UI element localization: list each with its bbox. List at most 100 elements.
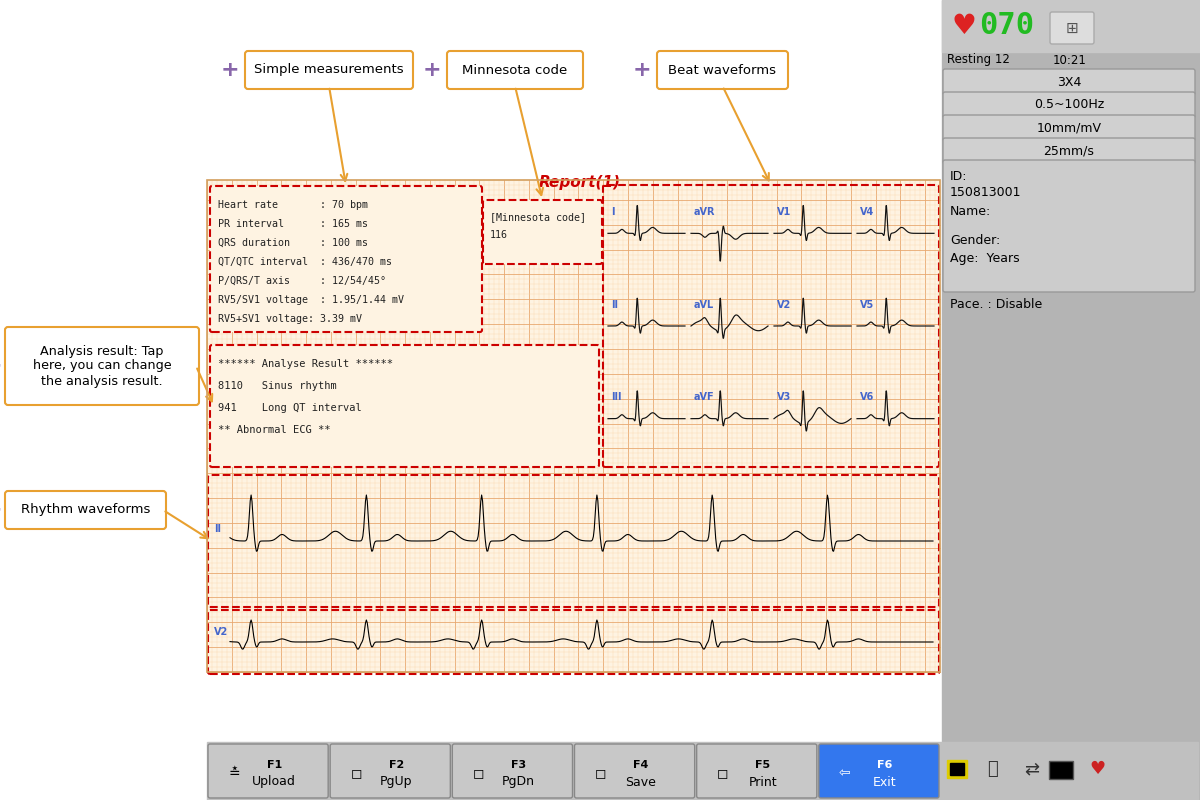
Text: ≛: ≛ <box>228 766 240 780</box>
Text: 3X4: 3X4 <box>1057 75 1081 89</box>
Bar <box>208 180 940 672</box>
FancyBboxPatch shape <box>1050 12 1094 44</box>
FancyBboxPatch shape <box>5 491 166 529</box>
FancyBboxPatch shape <box>245 51 413 89</box>
Text: I: I <box>611 207 614 217</box>
Text: F5: F5 <box>755 760 770 770</box>
Text: 941    Long QT interval: 941 Long QT interval <box>218 403 361 413</box>
Text: PgDn: PgDn <box>502 775 535 789</box>
Text: ** Abnormal ECG **: ** Abnormal ECG ** <box>218 425 330 435</box>
Text: F1: F1 <box>266 760 282 770</box>
Text: Upload: Upload <box>252 775 296 789</box>
Text: Save: Save <box>625 775 656 789</box>
FancyBboxPatch shape <box>452 744 572 798</box>
Text: 0.5~100Hz: 0.5~100Hz <box>1034 98 1104 111</box>
Text: ◻: ◻ <box>350 766 361 780</box>
Text: F4: F4 <box>634 760 648 770</box>
Text: V2: V2 <box>214 627 228 637</box>
Text: V5: V5 <box>860 299 875 310</box>
Text: +: + <box>0 356 2 376</box>
Text: 25mm/s: 25mm/s <box>1044 145 1094 158</box>
Text: V1: V1 <box>778 207 791 217</box>
FancyBboxPatch shape <box>210 186 482 332</box>
Text: ◻: ◻ <box>595 766 606 780</box>
Text: aVL: aVL <box>694 299 714 310</box>
Text: V3: V3 <box>778 392 791 402</box>
Text: ⇦: ⇦ <box>839 766 851 780</box>
FancyBboxPatch shape <box>5 327 199 405</box>
FancyBboxPatch shape <box>943 69 1195 95</box>
Text: QRS duration     : 100 ms: QRS duration : 100 ms <box>218 238 368 248</box>
FancyBboxPatch shape <box>818 744 940 798</box>
FancyBboxPatch shape <box>943 92 1195 118</box>
Bar <box>942 0 1200 800</box>
Text: aVR: aVR <box>694 207 715 217</box>
Text: Exit: Exit <box>874 775 896 789</box>
Text: Print: Print <box>749 775 778 789</box>
Text: Analysis result: Tap
here, you can change
the analysis result.: Analysis result: Tap here, you can chang… <box>32 345 172 387</box>
Text: +: + <box>0 500 2 520</box>
Text: aVF: aVF <box>694 392 715 402</box>
Text: V6: V6 <box>860 392 875 402</box>
FancyBboxPatch shape <box>210 345 599 467</box>
Text: [Minnesota code]: [Minnesota code] <box>490 212 586 222</box>
Text: ID:: ID: <box>950 170 967 183</box>
Text: II: II <box>611 299 618 310</box>
Bar <box>947 760 967 778</box>
Text: III: III <box>611 392 622 402</box>
Text: F3: F3 <box>511 760 526 770</box>
FancyBboxPatch shape <box>697 744 817 798</box>
Text: ♥: ♥ <box>952 12 977 40</box>
Text: Beat waveforms: Beat waveforms <box>668 63 776 77</box>
Text: ****** Analyse Result ******: ****** Analyse Result ****** <box>218 359 394 369</box>
Text: Simple measurements: Simple measurements <box>254 63 404 77</box>
FancyBboxPatch shape <box>943 160 1195 292</box>
Bar <box>942 0 1200 52</box>
Text: 070: 070 <box>979 11 1034 41</box>
Text: Name:: Name: <box>950 205 991 218</box>
Text: Resting 12: Resting 12 <box>947 54 1010 66</box>
FancyBboxPatch shape <box>208 744 328 798</box>
Text: ⇄: ⇄ <box>1025 760 1039 778</box>
Text: V2: V2 <box>778 299 791 310</box>
Text: ♥: ♥ <box>1088 760 1105 778</box>
Text: Pace. : Disable: Pace. : Disable <box>950 298 1043 311</box>
Text: 10:21: 10:21 <box>1054 54 1087 66</box>
Text: Minnesota code: Minnesota code <box>462 63 568 77</box>
Text: F2: F2 <box>389 760 404 770</box>
Text: +: + <box>221 60 239 80</box>
Text: ⎙: ⎙ <box>986 760 997 778</box>
Text: 8110   Sinus rhythm: 8110 Sinus rhythm <box>218 381 337 391</box>
FancyBboxPatch shape <box>482 200 602 264</box>
Text: RV5/SV1 voltage  : 1.95/1.44 mV: RV5/SV1 voltage : 1.95/1.44 mV <box>218 295 404 305</box>
Text: F6: F6 <box>877 760 893 770</box>
Text: Report(1): Report(1) <box>539 174 622 190</box>
Text: PgUp: PgUp <box>380 775 413 789</box>
Text: II: II <box>214 524 221 534</box>
FancyBboxPatch shape <box>330 744 450 798</box>
Bar <box>208 180 940 672</box>
Text: 150813001: 150813001 <box>950 186 1021 199</box>
Bar <box>208 742 1198 800</box>
Text: Rhythm waveforms: Rhythm waveforms <box>20 503 150 517</box>
Bar <box>950 763 964 775</box>
Text: V4: V4 <box>860 207 875 217</box>
Text: ◻: ◻ <box>716 766 728 780</box>
FancyBboxPatch shape <box>943 138 1195 164</box>
Text: Age:  Years: Age: Years <box>950 252 1020 265</box>
Text: RV5+SV1 voltage: 3.39 mV: RV5+SV1 voltage: 3.39 mV <box>218 314 362 324</box>
Text: P/QRS/T axis     : 12/54/45°: P/QRS/T axis : 12/54/45° <box>218 276 386 286</box>
FancyBboxPatch shape <box>943 115 1195 141</box>
Text: ◻: ◻ <box>473 766 484 780</box>
Text: 116: 116 <box>490 230 508 240</box>
FancyBboxPatch shape <box>658 51 788 89</box>
FancyBboxPatch shape <box>1049 761 1073 779</box>
Text: ⊞: ⊞ <box>1066 21 1079 35</box>
Text: +: + <box>632 60 652 80</box>
Text: PR interval      : 165 ms: PR interval : 165 ms <box>218 219 368 229</box>
Text: +: + <box>422 60 442 80</box>
FancyBboxPatch shape <box>446 51 583 89</box>
Text: Heart rate       : 70 bpm: Heart rate : 70 bpm <box>218 200 368 210</box>
Text: QT/QTC interval  : 436/470 ms: QT/QTC interval : 436/470 ms <box>218 257 392 267</box>
Text: 10mm/mV: 10mm/mV <box>1037 122 1102 134</box>
